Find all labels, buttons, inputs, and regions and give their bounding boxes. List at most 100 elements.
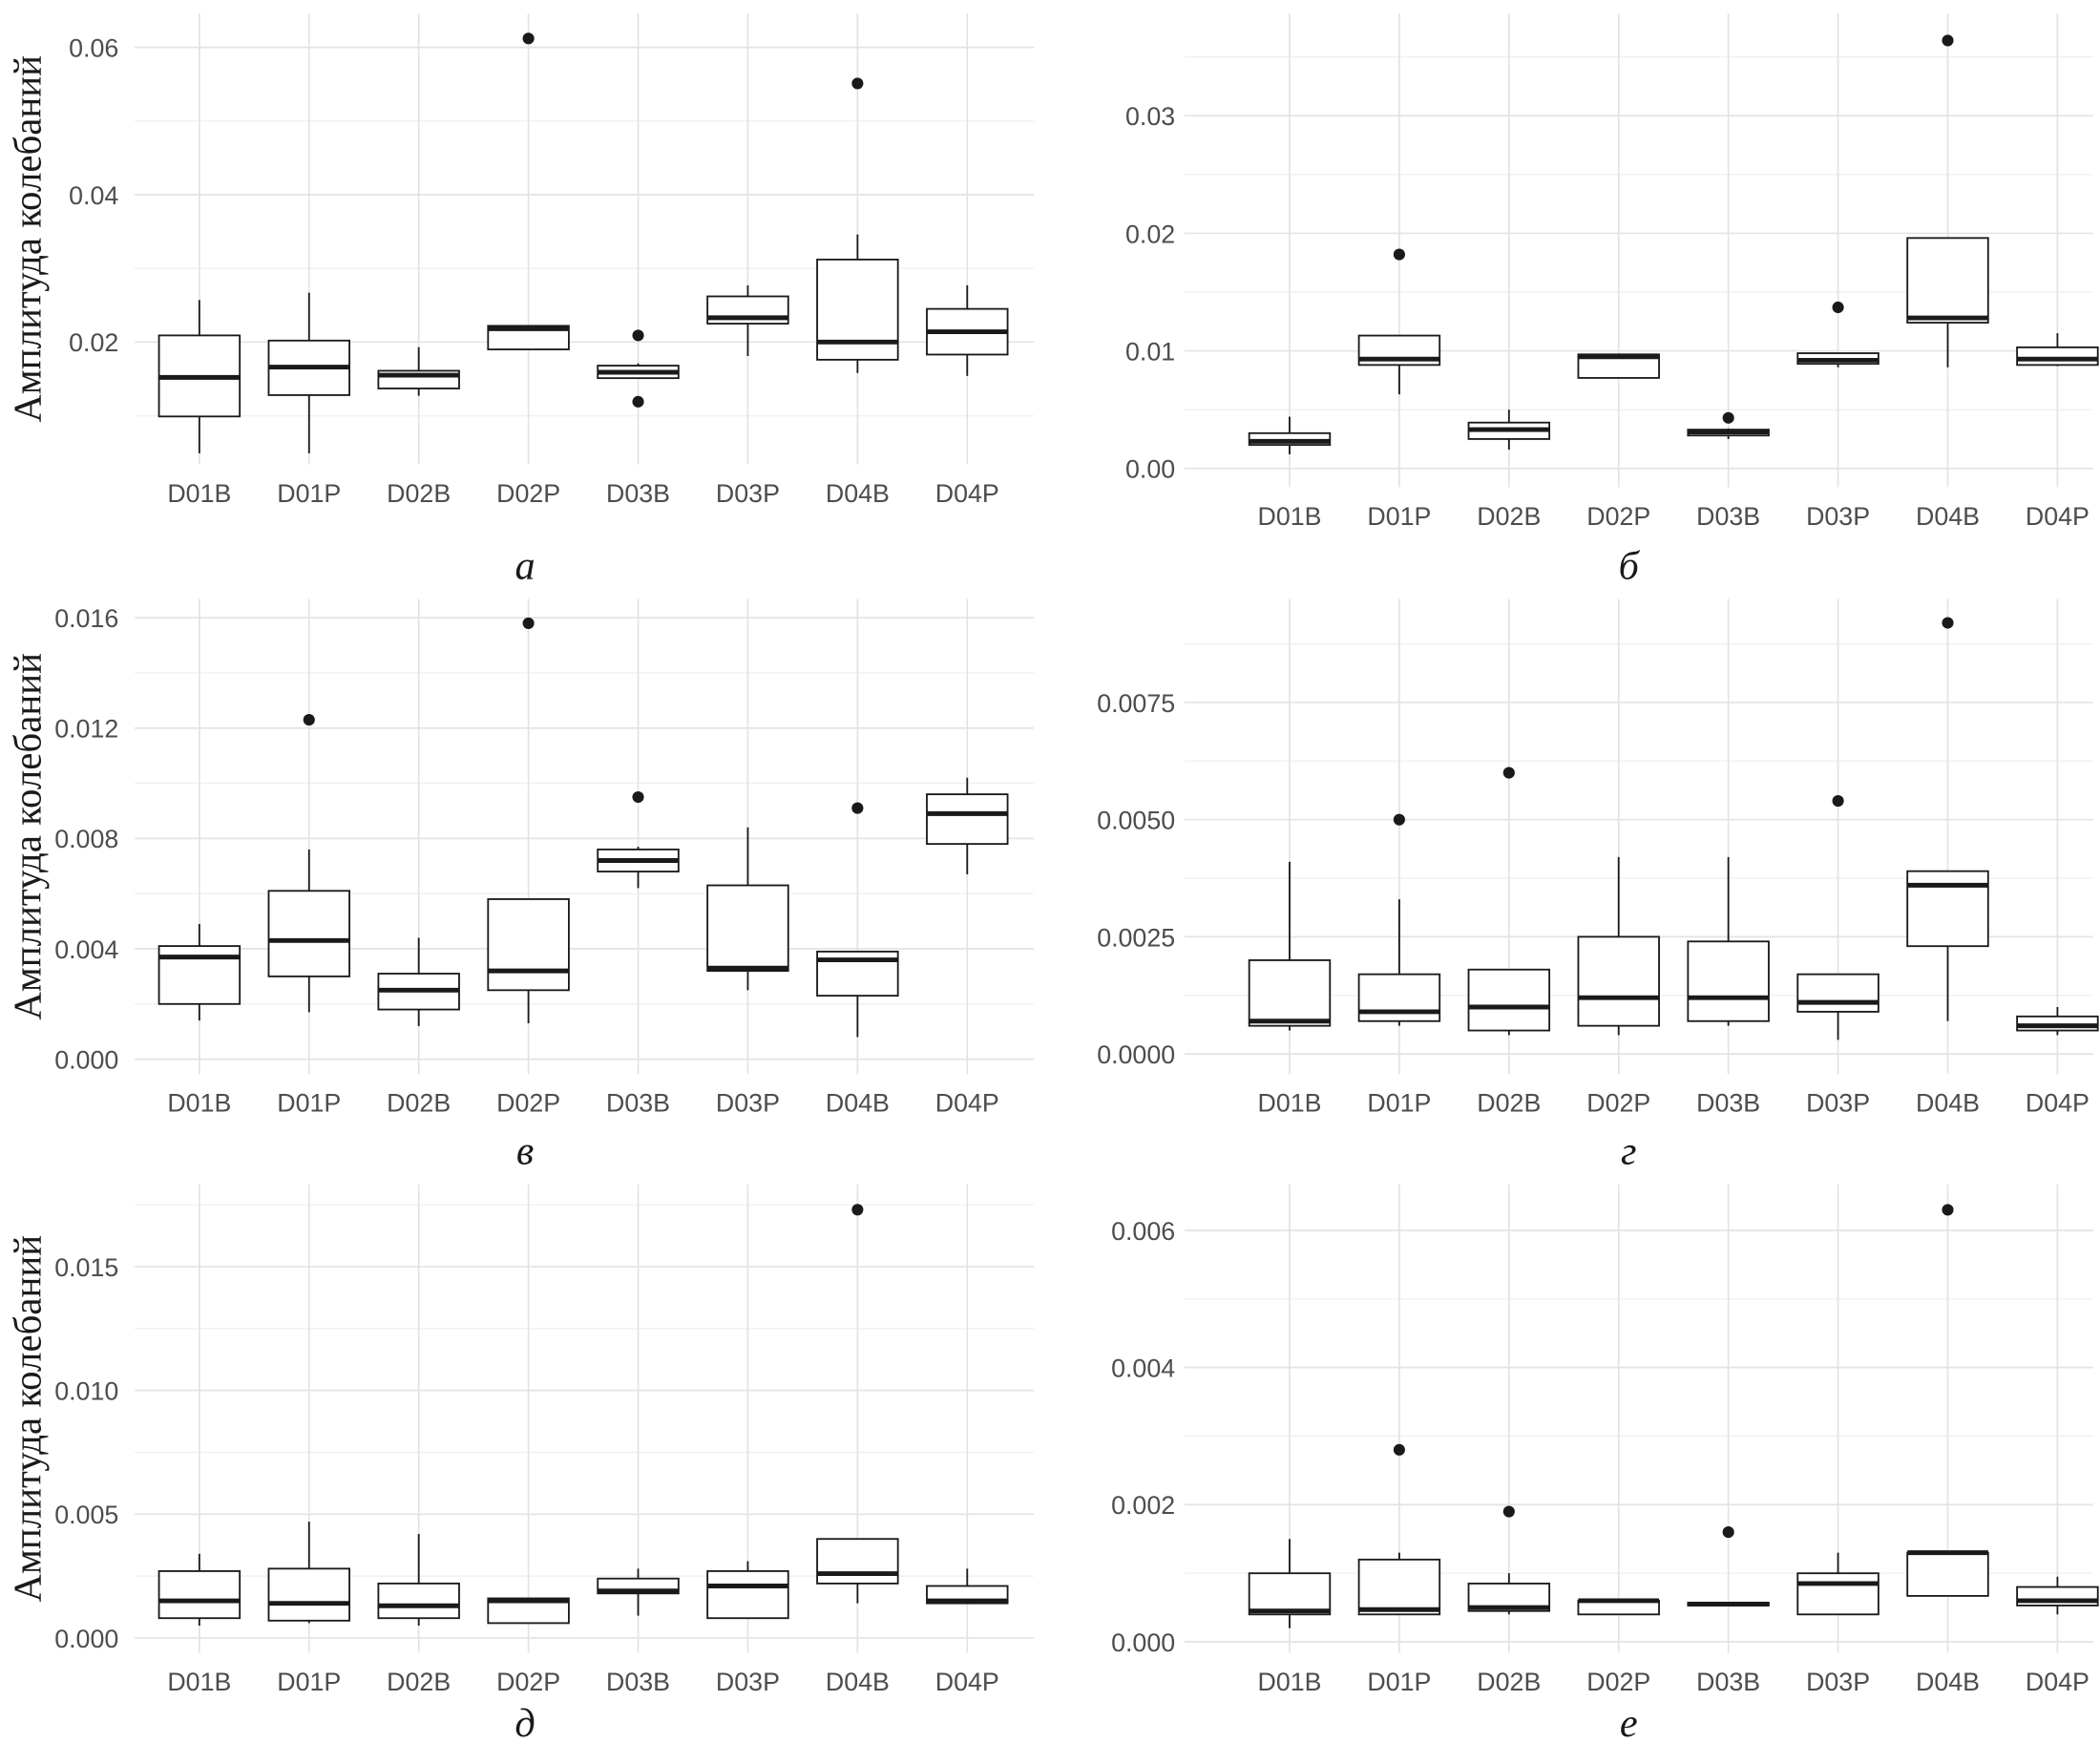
x-tick-label: D04B xyxy=(1916,1668,1980,1696)
x-tick-label: D04B xyxy=(826,1089,890,1118)
y-tick-label: 0.010 xyxy=(54,1376,118,1405)
box-D03P xyxy=(1796,973,1880,1013)
y-tick-label: 0.000 xyxy=(1111,1628,1175,1657)
x-tick-label: D04P xyxy=(935,479,999,508)
x-tick-label: D01B xyxy=(167,1089,231,1118)
x-tick-label: D02P xyxy=(496,479,560,508)
x-tick-label: D04B xyxy=(826,1668,890,1696)
x-tick-label: D01P xyxy=(277,1089,341,1118)
x-tick-label: D01B xyxy=(1257,502,1321,531)
x-tick-label: D02P xyxy=(496,1089,560,1118)
x-tick-label: D01B xyxy=(1257,1668,1321,1696)
x-tick-label: D04P xyxy=(2026,502,2090,531)
outlier-point xyxy=(851,802,864,814)
x-tick-label: D02P xyxy=(1586,1668,1650,1696)
outlier-point xyxy=(1942,617,1954,629)
x-tick-label: D01B xyxy=(167,1668,231,1696)
x-tick-label: D01B xyxy=(1257,1089,1321,1118)
box-D02P xyxy=(1577,935,1660,1027)
x-tick-label: D03B xyxy=(1696,1089,1760,1118)
x-tick-label: D03P xyxy=(1806,1089,1870,1118)
x-tick-label: D03B xyxy=(606,1668,670,1696)
box-D01P xyxy=(1357,1558,1441,1616)
outlier-point xyxy=(851,77,864,90)
x-tick-label: D02B xyxy=(387,1668,451,1696)
box-D04P xyxy=(2016,346,2099,367)
x-tick-label: D01P xyxy=(1367,1668,1431,1696)
outlier-point xyxy=(632,329,644,342)
y-tick-label: 0.04 xyxy=(69,181,118,210)
x-tick-label: D01P xyxy=(277,1668,341,1696)
outlier-point xyxy=(1393,1443,1405,1456)
outlier-point xyxy=(1832,301,1844,314)
y-tick-label: 0.0000 xyxy=(1097,1040,1175,1069)
box-D02P xyxy=(487,898,570,992)
outlier-point xyxy=(1722,411,1734,424)
x-tick-label: D01P xyxy=(1367,1089,1431,1118)
outlier-point xyxy=(1502,1505,1515,1518)
box-D04B xyxy=(816,1538,899,1585)
x-tick-label: D02P xyxy=(496,1668,560,1696)
x-tick-label: D01B xyxy=(167,479,231,508)
y-tick-label: 0.005 xyxy=(54,1501,118,1529)
box-D03P xyxy=(1796,1572,1880,1616)
y-tick-label: 0.0025 xyxy=(1097,923,1175,952)
box-D04B xyxy=(1906,237,1989,324)
y-tick-label: 0.03 xyxy=(1125,102,1175,131)
x-tick-label: D02B xyxy=(1477,502,1541,531)
outlier-point xyxy=(851,1204,864,1216)
x-tick-label: D02B xyxy=(387,1089,451,1118)
box-D02B xyxy=(377,1582,460,1620)
x-tick-label: D04P xyxy=(935,1668,999,1696)
box-D03P xyxy=(706,1570,789,1620)
x-tick-label: D04P xyxy=(935,1089,999,1118)
x-tick-label: D04B xyxy=(1916,502,1980,531)
x-tick-label: D04P xyxy=(2026,1089,2090,1118)
x-tick-label: D03P xyxy=(1806,502,1870,531)
box-D01B xyxy=(158,1570,242,1620)
y-tick-label: 0.002 xyxy=(1111,1491,1175,1520)
outlier-point xyxy=(1832,794,1844,808)
x-tick-label: D01P xyxy=(1367,502,1431,531)
box-D03P xyxy=(706,884,789,973)
y-axis-title: Амплитуда колебаний xyxy=(6,55,49,423)
outlier-point xyxy=(1722,1526,1734,1539)
outlier-point xyxy=(632,790,644,804)
y-tick-label: 0.016 xyxy=(54,604,118,633)
box-D04B xyxy=(816,258,899,361)
y-tick-label: 0.008 xyxy=(54,825,118,853)
box-D02B xyxy=(1467,968,1551,1032)
x-tick-label: D03B xyxy=(606,479,670,508)
x-tick-label: D04P xyxy=(2026,1668,2090,1696)
outlier-point xyxy=(632,395,644,408)
x-tick-label: D03P xyxy=(1806,1668,1870,1696)
outlier-point xyxy=(303,714,315,726)
y-axis-title: Амплитуда колебаний xyxy=(6,1235,49,1603)
x-tick-label: D03B xyxy=(606,1089,670,1118)
panel-caption: д xyxy=(514,1701,535,1743)
box-D01P xyxy=(267,890,350,977)
y-tick-label: 0.0050 xyxy=(1097,807,1175,835)
box-D04B xyxy=(1906,870,1989,948)
outlier-point xyxy=(1502,766,1515,779)
box-D01P xyxy=(267,1567,350,1622)
x-tick-label: D01P xyxy=(277,479,341,508)
y-tick-label: 0.02 xyxy=(1125,220,1175,248)
x-tick-label: D02P xyxy=(1586,1089,1650,1118)
box-D04B xyxy=(1906,1551,1989,1597)
x-tick-label: D04B xyxy=(826,479,890,508)
y-tick-label: 0.0075 xyxy=(1097,689,1175,718)
x-tick-label: D02B xyxy=(387,479,451,508)
y-tick-label: 0.000 xyxy=(54,1045,118,1074)
outlier-point xyxy=(1393,813,1405,826)
x-tick-label: D03P xyxy=(716,479,780,508)
y-tick-label: 0.012 xyxy=(54,715,118,744)
box-D01B xyxy=(1248,959,1332,1027)
x-tick-label: D02B xyxy=(1477,1668,1541,1696)
panel-caption: в xyxy=(516,1129,534,1174)
panel-caption: а xyxy=(515,543,536,588)
box-D03B xyxy=(1687,940,1770,1022)
x-tick-label: D03B xyxy=(1696,502,1760,531)
panel-caption: б xyxy=(1619,543,1641,588)
